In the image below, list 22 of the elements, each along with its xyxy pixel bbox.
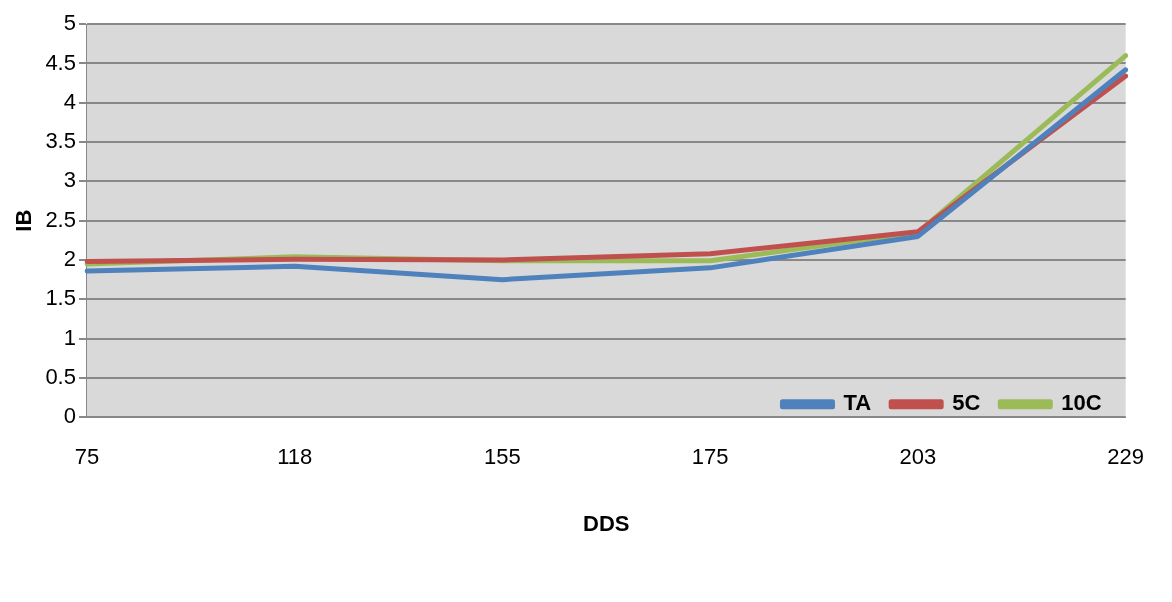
legend-label: TA xyxy=(843,390,872,416)
x-tick-label: 175 xyxy=(691,444,729,470)
y-tick-label: 0 xyxy=(63,403,76,429)
y-tick-label: 5 xyxy=(63,10,76,36)
y-tick-label: 2.5 xyxy=(45,206,76,232)
y-tick-label: 4.5 xyxy=(45,49,76,75)
x-axis-title: DDS xyxy=(583,510,630,536)
x-tick-label: 203 xyxy=(899,444,937,470)
y-axis-title: IB xyxy=(11,209,37,232)
x-tick-label: 118 xyxy=(277,444,313,470)
x-tick-label: 229 xyxy=(1107,444,1145,470)
y-tick-label: 1.5 xyxy=(45,285,76,311)
legend-label: 5C xyxy=(952,390,981,416)
y-tick-label: 3 xyxy=(63,167,76,193)
y-tick-label: 0.5 xyxy=(45,363,76,389)
legend-label: 10C xyxy=(1061,390,1102,416)
y-tick-label: 2 xyxy=(63,246,76,272)
y-tick-label: 4 xyxy=(63,88,76,114)
y-tick-label: 3.5 xyxy=(45,128,76,154)
y-tick-label: 1 xyxy=(63,324,76,350)
x-tick-label: 75 xyxy=(74,444,100,470)
x-tick-label: 155 xyxy=(484,444,521,470)
